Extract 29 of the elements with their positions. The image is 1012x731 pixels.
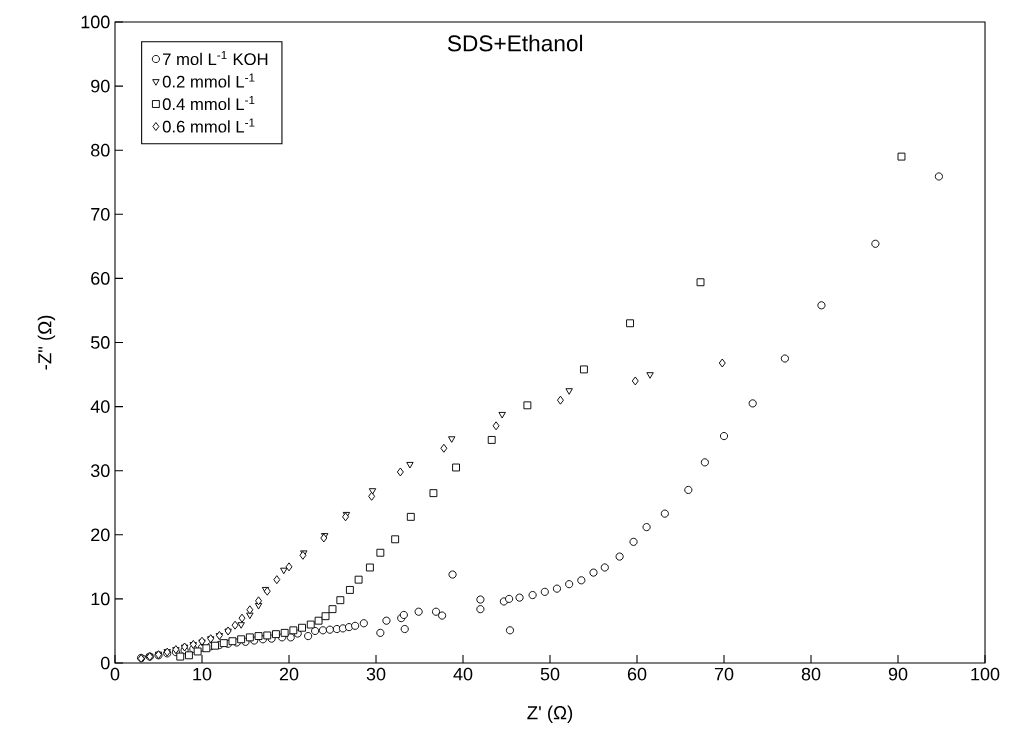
x-tick-label: 20 [279,667,299,681]
y-tick-label: 70 [91,207,110,221]
legend-label: 0.4 mmol L$^{-1}$ [162,96,255,111]
legend-label: 0.2 mmol L$^{-1}$ [162,73,255,88]
y-tick-label: 50 [90,336,110,349]
x-tick-label: 30 [366,667,386,681]
legend-label: 7 mol L$^{-1}$ KOH [163,51,268,66]
y-tick-label: 20 [91,528,110,542]
x-tick-label: 40 [453,667,473,681]
y-tick-label: 40 [90,400,110,413]
y-tick-label: 100 [81,15,110,29]
y-tick-label: 0 [100,656,110,670]
x-tick-label: 80 [801,667,821,681]
x-axis-title: Z' (Ω) [527,705,573,724]
legend-label: 0.6 mmol L$^{-1}$ [162,118,255,133]
y-tick-label: 10 [91,592,110,606]
x-tick-label: 0 [110,667,120,681]
x-tick-label: 70 [714,667,734,681]
x-tick-label: 50 [540,667,560,681]
y-tick-label: 80 [91,143,110,157]
x-tick-label: 60 [627,667,647,681]
x-tick-label: 10 [193,667,212,681]
y-tick-label: 60 [91,272,110,285]
x-tick-label: 100 [971,667,1000,681]
y-tick-label: 30 [90,464,110,478]
chart-title: SDS+Ethanol [447,34,583,52]
y-tick-label: 90 [91,79,110,93]
y-axis-title: -Z" (Ω) [37,315,56,370]
x-tick-label: 90 [888,667,908,681]
